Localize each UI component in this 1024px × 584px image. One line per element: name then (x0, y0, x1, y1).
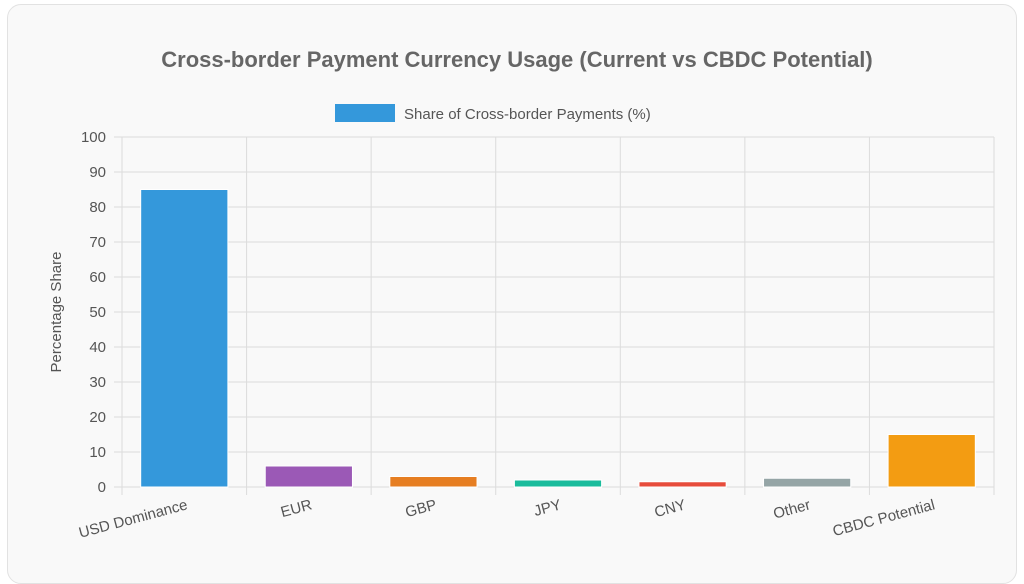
y-tick-label: 70 (89, 234, 106, 251)
gridlines (114, 136, 995, 495)
y-tick-label: 100 (81, 129, 106, 146)
y-tick-label: 40 (89, 339, 106, 356)
y-axis-ticks: 0 10 20 30 40 50 60 70 80 90 100 (81, 129, 106, 496)
x-tick-label: CNY (653, 496, 688, 521)
bar[interactable] (140, 189, 229, 488)
y-tick-label: 80 (89, 199, 106, 216)
x-tick-label: USD Dominance (77, 496, 189, 541)
x-tick-label: JPY (532, 496, 563, 520)
x-tick-label: CBDC Potential (831, 496, 937, 540)
bar[interactable] (887, 434, 976, 488)
bar[interactable] (264, 465, 353, 488)
bar[interactable] (389, 476, 478, 488)
y-tick-label: 10 (89, 444, 106, 461)
legend-swatch (335, 104, 395, 122)
y-tick-label: 50 (89, 304, 106, 321)
y-tick-label: 90 (89, 164, 106, 181)
legend[interactable]: Share of Cross-border Payments (%) (335, 104, 651, 123)
bar[interactable] (638, 481, 727, 488)
y-tick-label: 30 (89, 374, 106, 391)
x-tick-label: EUR (279, 496, 314, 521)
legend-label: Share of Cross-border Payments (%) (404, 106, 651, 123)
chart-title: Cross-border Payment Currency Usage (Cur… (161, 47, 873, 72)
x-tick-label: GBP (403, 496, 438, 521)
bars (140, 189, 976, 488)
bar[interactable] (763, 477, 852, 488)
x-tick-label: Other (772, 496, 813, 522)
y-axis-title: Percentage Share (48, 252, 65, 373)
y-tick-label: 20 (89, 409, 106, 426)
y-tick-label: 0 (98, 479, 106, 496)
y-tick-label: 60 (89, 269, 106, 286)
bar[interactable] (513, 479, 603, 488)
x-axis-ticks: USD Dominance EUR GBP JPY CNY Other CBDC Poten… (77, 496, 937, 541)
